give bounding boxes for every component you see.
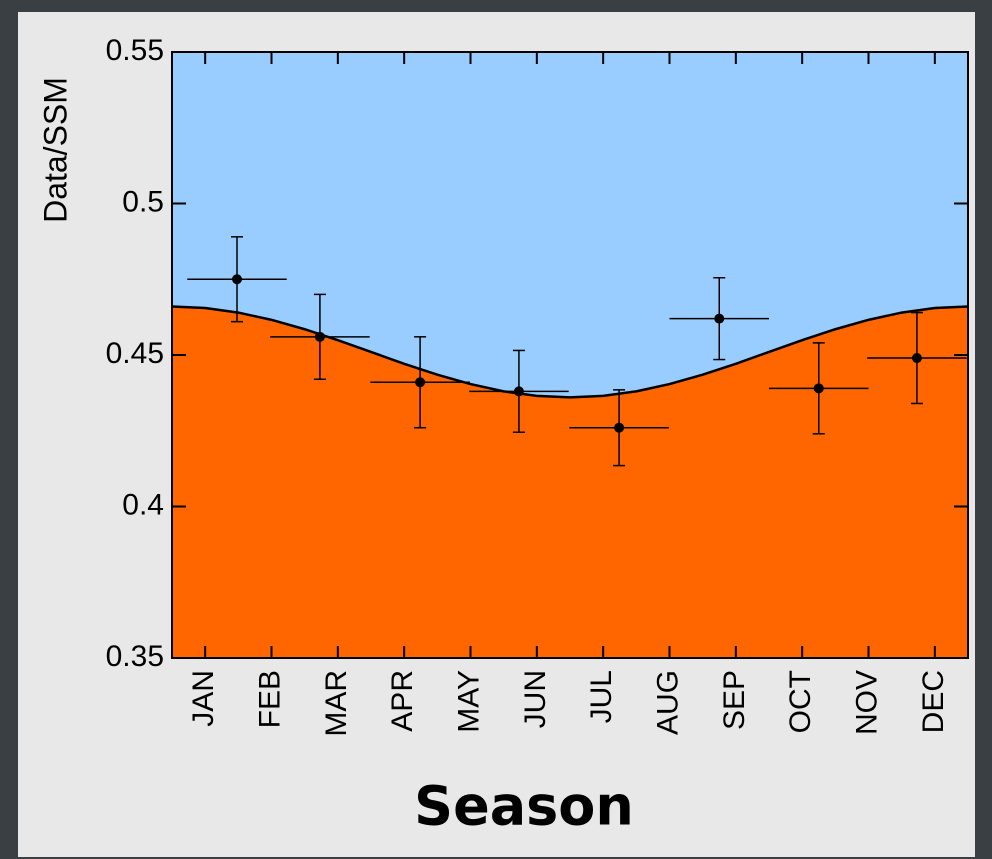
- x-tick-label: MAR: [320, 670, 353, 737]
- x-tick-label: FEB: [253, 670, 286, 728]
- region-below: [172, 306, 968, 658]
- plot-area: [171, 51, 969, 659]
- data-point: [232, 274, 243, 285]
- data-point: [911, 353, 922, 364]
- y-tick-label: 0.45: [106, 337, 164, 370]
- data-point: [415, 377, 426, 388]
- y-tick-label: 0.4: [122, 488, 164, 521]
- data-point: [614, 422, 625, 433]
- y-axis-label: Data/SSM: [37, 77, 73, 223]
- data-point: [314, 331, 325, 342]
- x-tick-label: JUL: [585, 670, 618, 723]
- x-tick-label: AUG: [651, 670, 684, 735]
- y-tick-label: 0.35: [106, 640, 164, 673]
- y-tick-label: 0.5: [122, 185, 164, 218]
- data-point: [513, 386, 524, 397]
- x-tick-label: JAN: [187, 670, 220, 727]
- x-tick-label: JUN: [519, 670, 552, 728]
- data-point: [714, 313, 725, 324]
- x-tick-label: SEP: [718, 670, 751, 730]
- x-tick-label: NOV: [850, 670, 883, 735]
- x-tick-label: OCT: [784, 670, 817, 733]
- x-tick-label: DEC: [917, 670, 950, 733]
- x-tick-label: APR: [386, 670, 419, 732]
- data-point: [813, 383, 824, 394]
- x-axis-label: Season: [414, 775, 634, 838]
- y-tick-label: 0.55: [106, 34, 164, 67]
- x-tick-label: MAY: [452, 670, 485, 733]
- fit-curve: [171, 305, 969, 399]
